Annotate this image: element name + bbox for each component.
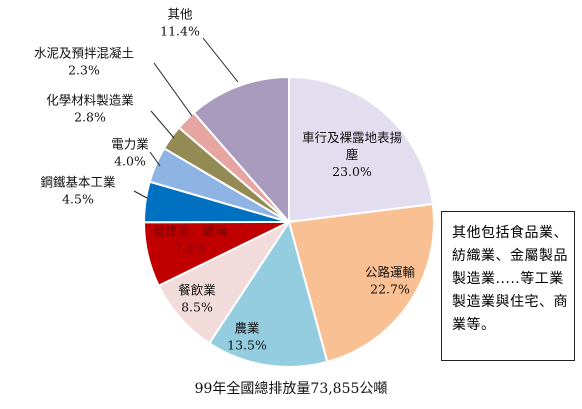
- leader-line-7: [150, 110, 175, 139]
- slice-label-4: 營建業、礦場 7.2%: [152, 224, 227, 256]
- slice-label-7: 化學材料製造業 2.8%: [46, 93, 134, 125]
- leader-line-6: [149, 151, 161, 167]
- pie-slice-1: [287, 202, 435, 364]
- slice-label-2: 農業 13.5%: [227, 321, 267, 353]
- leader-line-5: [133, 190, 148, 199]
- leader-line-8: [153, 62, 193, 117]
- pie-slice-9: [192, 75, 290, 225]
- pie-slice-2: [207, 219, 329, 368]
- leader-line-9: [202, 37, 239, 83]
- slice-label-6: 電力業 4.0%: [111, 137, 149, 169]
- slice-label-5: 鋼鐵基本工業 4.5%: [40, 175, 116, 207]
- slice-label-3: 餐飲業 8.5%: [178, 283, 216, 315]
- slice-label-0: 車行及裸露地表揚塵 23.0%: [302, 130, 403, 179]
- pie-slice-0: [288, 75, 434, 224]
- note-box: 其他包括食品業、紡織業、金屬製品製造業.....等工業製造業與住宅、商業等。: [441, 211, 575, 361]
- slice-label-9: 其他 11.4%: [160, 7, 200, 39]
- chart-caption: 99年全國總排放量73,855公噸: [194, 381, 388, 397]
- slice-label-1: 公路運輸 22.7%: [365, 265, 416, 297]
- note-text: 其他包括食品業、紡織業、金屬製品製造業.....等工業製造業與住宅、商業等。: [452, 225, 568, 333]
- slice-label-8: 水泥及預拌混凝土 2.3%: [34, 46, 134, 78]
